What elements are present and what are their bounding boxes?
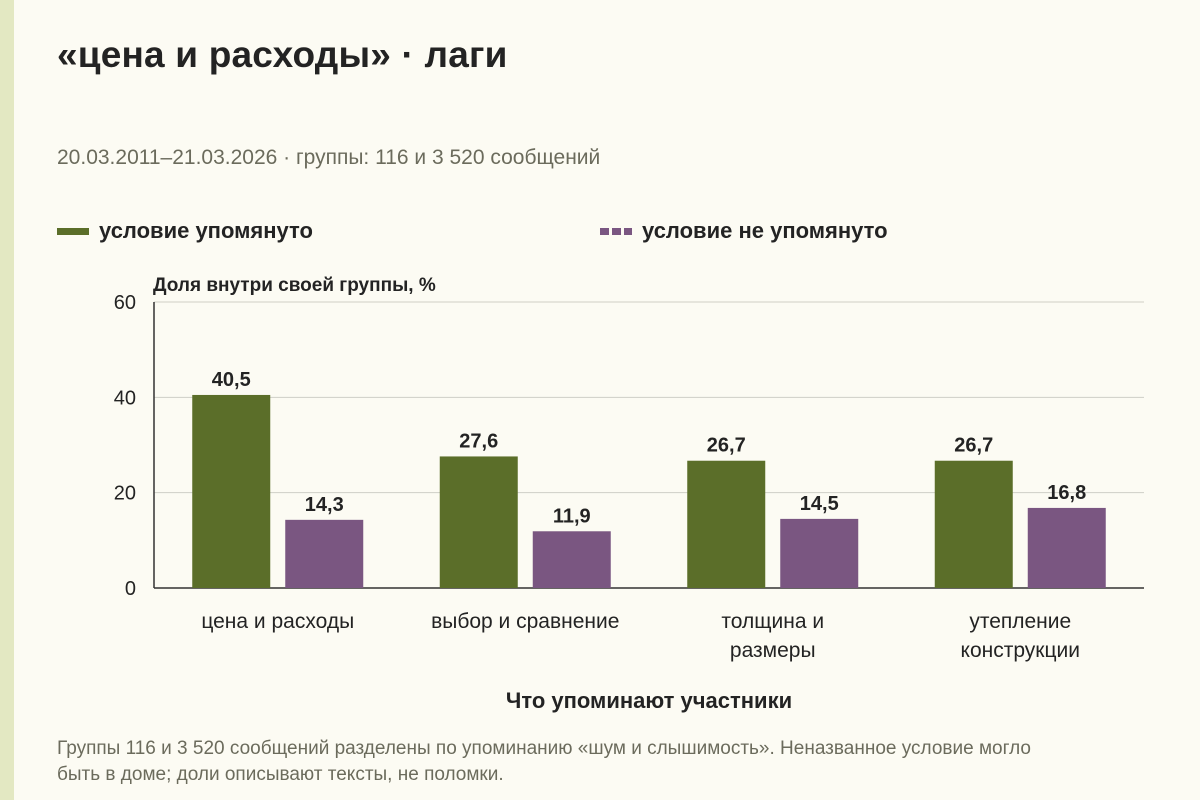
data-label: 27,6 bbox=[459, 430, 498, 452]
data-label: 11,9 bbox=[553, 505, 591, 527]
bar-mentioned bbox=[934, 460, 1013, 588]
legend-item-mentioned: условие упомянуто bbox=[57, 218, 313, 244]
category-label: выбор и сравнение bbox=[431, 610, 619, 633]
legend-label-not-mentioned: условие не упомянуто bbox=[642, 218, 888, 243]
legend-swatch-not-mentioned bbox=[600, 227, 632, 235]
category-label-line: цена и расходы bbox=[201, 610, 354, 633]
bar-not-mentioned bbox=[1027, 507, 1106, 588]
x-axis-title: Что упоминают участники bbox=[506, 688, 792, 713]
category-labels: цена и расходы выбор и сравнение толщина и… bbox=[201, 610, 1080, 662]
chart-subtitle: 20.03.2011–21.03.2026 · группы: 116 и 3 … bbox=[57, 146, 601, 169]
legend-label-mentioned: условие упомянуто bbox=[99, 218, 313, 243]
chart-title: «цена и расходы» · лаги bbox=[57, 34, 508, 75]
data-label: 14,3 bbox=[305, 494, 344, 516]
legend-swatch-mentioned bbox=[57, 227, 89, 235]
y-tick-label: 60 bbox=[114, 292, 136, 314]
y-tick-labels: 0 20 40 60 bbox=[114, 292, 136, 600]
footnote: Группы 116 и 3 520 сообщений разделены п… bbox=[57, 738, 1031, 785]
y-tick-label: 20 bbox=[114, 483, 136, 505]
category-label-line: утепление bbox=[969, 610, 1071, 633]
y-tick-label: 0 bbox=[125, 578, 136, 600]
category-label: толщина и размеры bbox=[721, 610, 824, 662]
y-tick-label: 40 bbox=[114, 387, 136, 409]
data-label: 26,7 bbox=[954, 435, 993, 457]
bar-mentioned bbox=[687, 460, 766, 588]
category-label: цена и расходы bbox=[201, 610, 354, 633]
left-accent-stripe bbox=[0, 0, 14, 800]
data-label: 16,8 bbox=[1047, 482, 1086, 504]
category-label: утепление конструкции bbox=[961, 610, 1080, 662]
data-label: 26,7 bbox=[707, 435, 746, 457]
bar-not-mentioned bbox=[780, 518, 859, 588]
category-label-line: толщина и bbox=[721, 610, 824, 633]
data-label: 14,5 bbox=[800, 493, 839, 515]
category-label-line: размеры bbox=[730, 639, 816, 662]
bar-mentioned bbox=[192, 394, 271, 588]
category-label-line: конструкции bbox=[961, 639, 1080, 662]
y-axis-title: Доля внутри своей группы, % bbox=[153, 275, 436, 296]
bar-not-mentioned bbox=[285, 519, 364, 588]
legend-item-not-mentioned: условие не упомянуто bbox=[600, 218, 888, 244]
category-label-line: выбор и сравнение bbox=[431, 610, 619, 633]
data-label: 40,5 bbox=[212, 369, 251, 391]
bar-not-mentioned bbox=[532, 531, 611, 588]
bars: 40,5 14,3 27,6 11,9 26,7 14,5 26,7 16,8 bbox=[192, 369, 1106, 588]
bar-mentioned bbox=[439, 456, 518, 588]
